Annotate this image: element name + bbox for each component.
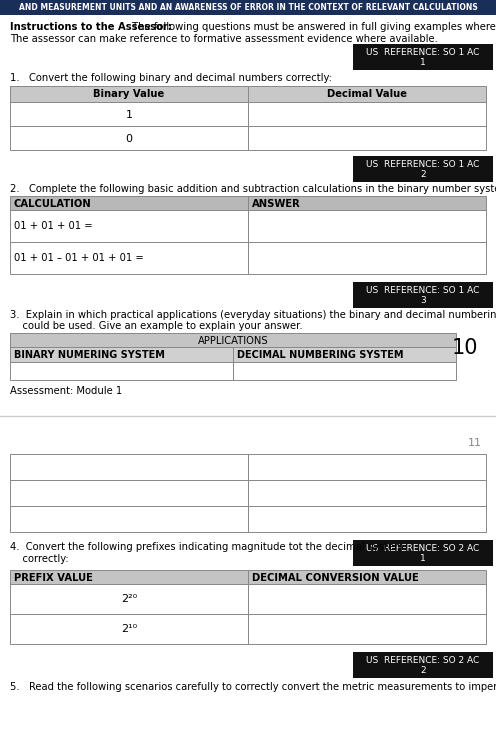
Bar bbox=[10, 210, 248, 242]
Bar bbox=[248, 614, 486, 644]
Text: APPLICATIONS: APPLICATIONS bbox=[198, 336, 268, 346]
Text: Instructions to the Assessor:: Instructions to the Assessor: bbox=[10, 22, 172, 32]
Text: Binary Value: Binary Value bbox=[93, 89, 165, 99]
Bar bbox=[10, 570, 248, 584]
Bar bbox=[10, 86, 248, 102]
Text: Assessment: Module 1: Assessment: Module 1 bbox=[10, 386, 122, 396]
Text: 3.  Explain in which practical applications (everyday situations) the binary and: 3. Explain in which practical applicatio… bbox=[10, 310, 496, 320]
Text: correctly:: correctly: bbox=[10, 554, 68, 564]
Bar bbox=[248, 506, 486, 532]
Text: PREFIX VALUE: PREFIX VALUE bbox=[14, 573, 93, 583]
Text: US  REFERENCE: SO 1 AC
2: US REFERENCE: SO 1 AC 2 bbox=[367, 160, 480, 180]
Bar bbox=[248, 570, 486, 584]
Text: US  REFERENCE: SO 2 AC
2: US REFERENCE: SO 2 AC 2 bbox=[367, 656, 480, 676]
Bar bbox=[248, 126, 486, 150]
Bar bbox=[353, 282, 493, 308]
Text: CALCULATION: CALCULATION bbox=[14, 199, 92, 209]
Bar bbox=[10, 347, 233, 362]
Text: The assessor can make reference to formative assessment evidence where available: The assessor can make reference to forma… bbox=[10, 34, 438, 44]
Bar bbox=[10, 242, 248, 274]
Text: ANSWER: ANSWER bbox=[252, 199, 301, 209]
Bar bbox=[248, 210, 486, 242]
Text: 01 + 01 + 01 =: 01 + 01 + 01 = bbox=[14, 221, 93, 231]
Text: 5.   Read the following scenarios carefully to correctly convert the metric meas: 5. Read the following scenarios carefull… bbox=[10, 682, 496, 692]
Bar bbox=[248, 242, 486, 274]
Text: US  REFERENCE: SO 2 AC
1: US REFERENCE: SO 2 AC 1 bbox=[367, 544, 480, 563]
Bar bbox=[248, 454, 486, 480]
Bar bbox=[248, 480, 486, 506]
Text: BINARY NUMERING SYSTEM: BINARY NUMERING SYSTEM bbox=[14, 350, 165, 360]
Bar bbox=[233, 362, 456, 380]
Text: DECIMAL CONVERSION VALUE: DECIMAL CONVERSION VALUE bbox=[252, 573, 419, 583]
Text: 4.  Convert the following prefixes indicating magnitude tot the decimal system: 4. Convert the following prefixes indica… bbox=[10, 542, 404, 552]
Text: could be used. Give an example to explain your answer.: could be used. Give an example to explai… bbox=[10, 321, 303, 331]
Bar bbox=[248, 584, 486, 614]
Bar bbox=[10, 614, 248, 644]
Bar bbox=[248, 86, 486, 102]
Bar bbox=[233, 347, 456, 362]
Text: US  REFERENCE: SO 1 AC
3: US REFERENCE: SO 1 AC 3 bbox=[367, 286, 480, 306]
Text: 10: 10 bbox=[451, 338, 478, 358]
Bar bbox=[10, 584, 248, 614]
Text: US  REFERENCE: SO 1 AC
1: US REFERENCE: SO 1 AC 1 bbox=[367, 48, 480, 67]
Text: DECIMAL NUMBERING SYSTEM: DECIMAL NUMBERING SYSTEM bbox=[237, 350, 404, 360]
Bar bbox=[248, 196, 486, 210]
Bar bbox=[10, 196, 248, 210]
Text: 2²⁰: 2²⁰ bbox=[121, 594, 137, 604]
Bar bbox=[10, 126, 248, 150]
Text: 11: 11 bbox=[468, 438, 482, 448]
Bar bbox=[10, 506, 248, 532]
Bar bbox=[353, 652, 493, 678]
Bar bbox=[10, 362, 233, 380]
Text: 2.   Complete the following basic addition and subtraction calculations in the b: 2. Complete the following basic addition… bbox=[10, 184, 496, 194]
Bar bbox=[10, 333, 456, 347]
Bar bbox=[0, 0, 496, 15]
Bar bbox=[353, 540, 493, 566]
Text: 01 + 01 – 01 + 01 + 01 =: 01 + 01 – 01 + 01 + 01 = bbox=[14, 253, 144, 263]
Text: The following questions must be answered in full giving examples where asked.: The following questions must be answered… bbox=[129, 22, 496, 32]
Text: 1: 1 bbox=[125, 110, 132, 120]
Bar bbox=[10, 102, 248, 126]
Bar bbox=[10, 480, 248, 506]
Bar bbox=[10, 454, 248, 480]
Text: Decimal Value: Decimal Value bbox=[327, 89, 407, 99]
Bar bbox=[353, 44, 493, 70]
Text: 0: 0 bbox=[125, 134, 132, 144]
Text: 2¹⁰: 2¹⁰ bbox=[121, 624, 137, 634]
Text: AND MEASUREMENT UNITS AND AN AWARENESS OF ERROR IN THE CONTEXT OF RELEVANT CALCU: AND MEASUREMENT UNITS AND AN AWARENESS O… bbox=[19, 3, 477, 12]
Bar bbox=[353, 156, 493, 182]
Bar bbox=[248, 102, 486, 126]
Text: 1.   Convert the following binary and decimal numbers correctly:: 1. Convert the following binary and deci… bbox=[10, 73, 332, 83]
